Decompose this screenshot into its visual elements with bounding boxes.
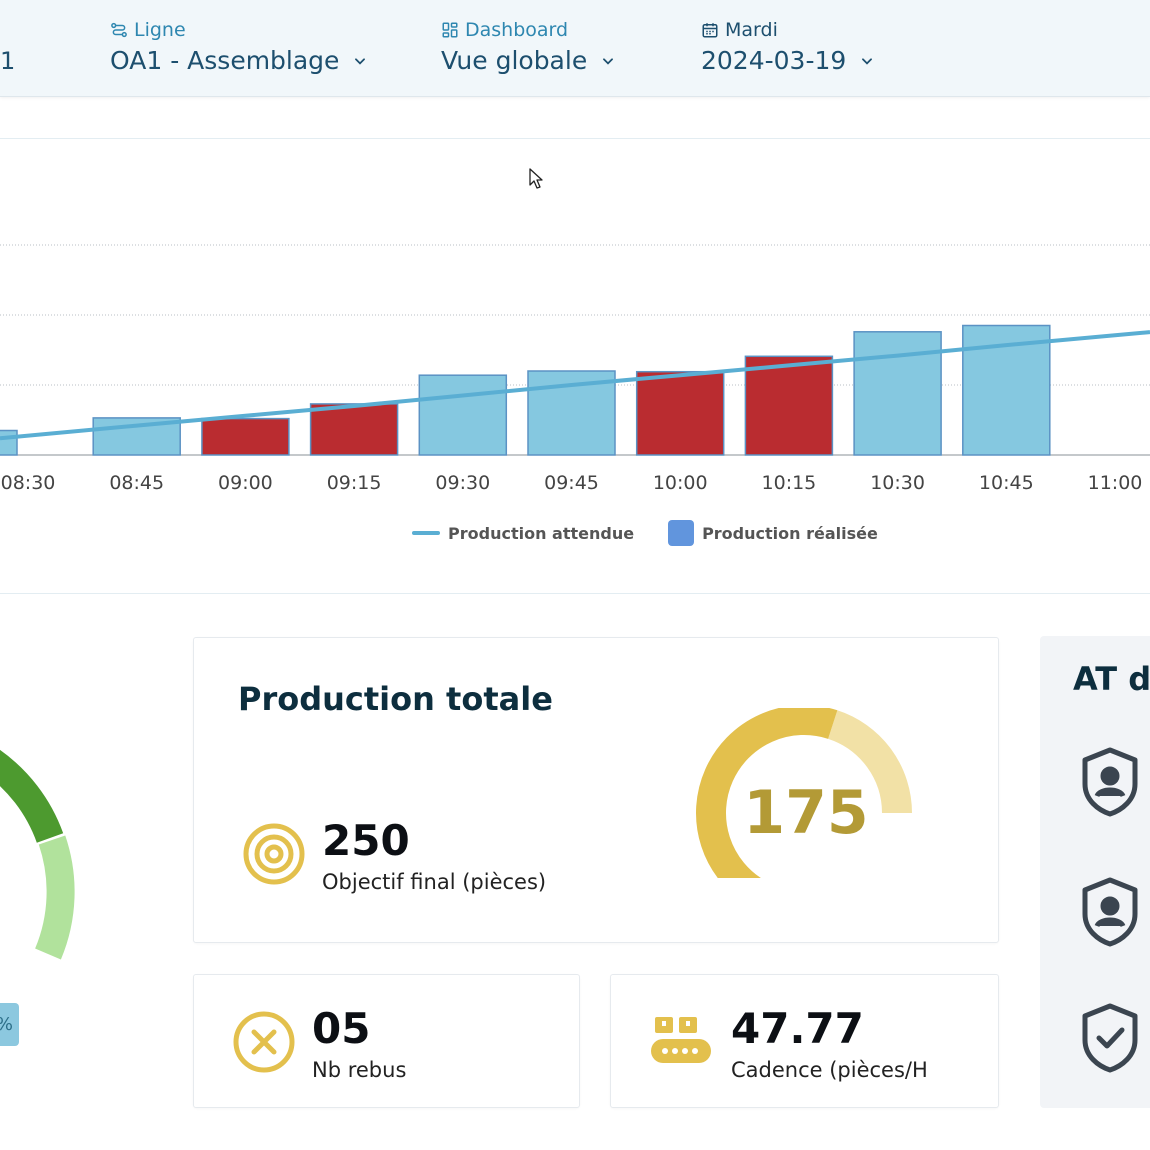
left-gauge-light-arc: [34, 835, 75, 960]
chart-tick-label: 08:30: [1, 472, 56, 494]
dashboard-filter[interactable]: Dashboard Vue globale: [441, 16, 615, 75]
legend-box-swatch: [668, 520, 695, 546]
safety-panel-title: AT de: [1073, 660, 1150, 698]
chart-top-divider: [0, 138, 1150, 139]
line-filter-label: Ligne: [134, 19, 186, 41]
line-select-value: OA1 - Assemblage: [110, 46, 340, 75]
chevron-down-icon: [862, 57, 873, 65]
chevron-down-icon: [603, 57, 614, 65]
section-divider: [0, 593, 1150, 594]
chart-tick-label: 09:30: [435, 472, 490, 494]
scrap-value: 05: [312, 1004, 371, 1053]
rate-label: Cadence (pièces/H: [731, 1058, 928, 1082]
dashboard-grid-icon: [442, 22, 458, 38]
chart-series-line: [0, 330, 1150, 441]
route-icon: [111, 22, 127, 38]
production-chart: 08:30 08:45 09:00 09:15 09:30 09:45 10:00 10:15…: [0, 244, 1150, 494]
target-icon: [243, 823, 305, 885]
chart-bar: [853, 331, 942, 456]
chart-bar: [201, 417, 290, 456]
dashboard-select-value: Vue globale: [441, 46, 588, 75]
chart-tick-label: 09:00: [218, 472, 273, 494]
left-gauge: [0, 749, 75, 960]
shield-check-icon[interactable]: [1080, 1002, 1140, 1074]
chart-bar: [418, 374, 508, 456]
shield-user-icon[interactable]: [1080, 746, 1140, 818]
chart-bar: [309, 403, 399, 456]
date-select-value: 2024-03-19: [701, 46, 847, 75]
line-filter[interactable]: Ligne OA1 - Assemblage: [110, 16, 367, 75]
clipped-filter-value[interactable]: 1: [0, 47, 16, 75]
scrap-card: 05 Nb rebus: [193, 974, 580, 1108]
chart-bar: [0, 429, 18, 456]
legend-item-actual[interactable]: Production réalisée: [668, 520, 878, 546]
dashboard-select[interactable]: Vue globale: [441, 46, 615, 75]
legend-label-actual: Production réalisée: [702, 523, 878, 543]
rate-card: 47.77 Cadence (pièces/H: [610, 974, 999, 1108]
legend-label-expected: Production attendue: [448, 523, 635, 543]
rate-value: 47.77: [731, 1004, 864, 1053]
scrap-label: Nb rebus: [312, 1058, 407, 1082]
chart-tick-label: 10:30: [870, 472, 925, 494]
gauge-remaining-arc: [827, 710, 912, 814]
production-gauge: [696, 708, 912, 878]
chart-bar: [635, 370, 725, 456]
chart-tick-label: 10:00: [653, 472, 708, 494]
shield-user-icon[interactable]: [1080, 876, 1140, 948]
mouse-cursor-icon: [529, 168, 543, 189]
chart-tick-label: 09:15: [327, 472, 382, 494]
safety-panel: AT de: [1040, 636, 1150, 1108]
date-filter[interactable]: Mardi 2024-03-19: [701, 16, 874, 75]
legend-line-swatch: [412, 531, 440, 535]
target-label: Objectif final (pièces): [322, 870, 547, 894]
day-label: Mardi: [725, 19, 778, 41]
chart-tick-label: 10:45: [979, 472, 1034, 494]
chart-legend: Production attendue Production réalisée: [412, 520, 912, 546]
chart-tick-label: 10:15: [762, 472, 817, 494]
chevron-down-icon: [355, 57, 366, 65]
calendar-icon: [702, 23, 718, 38]
production-total-card: Production totale 250 Objectif final (pi…: [193, 637, 999, 943]
chart-tick-label: 08:45: [109, 472, 164, 494]
conveyor-icon: [651, 1017, 711, 1063]
gauge-progress-arc: [696, 708, 838, 878]
left-gauge-dark-arc: [0, 749, 64, 844]
legend-item-expected[interactable]: Production attendue: [412, 524, 634, 543]
date-select[interactable]: 2024-03-19: [701, 46, 874, 75]
top-filter-bar: 1 Ligne OA1 - Assemblage Dashboard Vue g…: [0, 0, 1150, 97]
dashboard-filter-label: Dashboard: [465, 19, 569, 41]
production-card-title: Production totale: [238, 680, 553, 718]
chart-tick-label: 11:00: [1088, 472, 1143, 494]
target-value: 250: [322, 816, 410, 865]
left-gauge-pill: %: [0, 1003, 19, 1046]
chart-bar: [744, 355, 834, 456]
cancel-circle-icon: [233, 1011, 295, 1073]
line-select[interactable]: OA1 - Assemblage: [110, 46, 367, 75]
chart-tick-label: 09:45: [544, 472, 599, 494]
production-gauge-value: 175: [743, 778, 869, 848]
